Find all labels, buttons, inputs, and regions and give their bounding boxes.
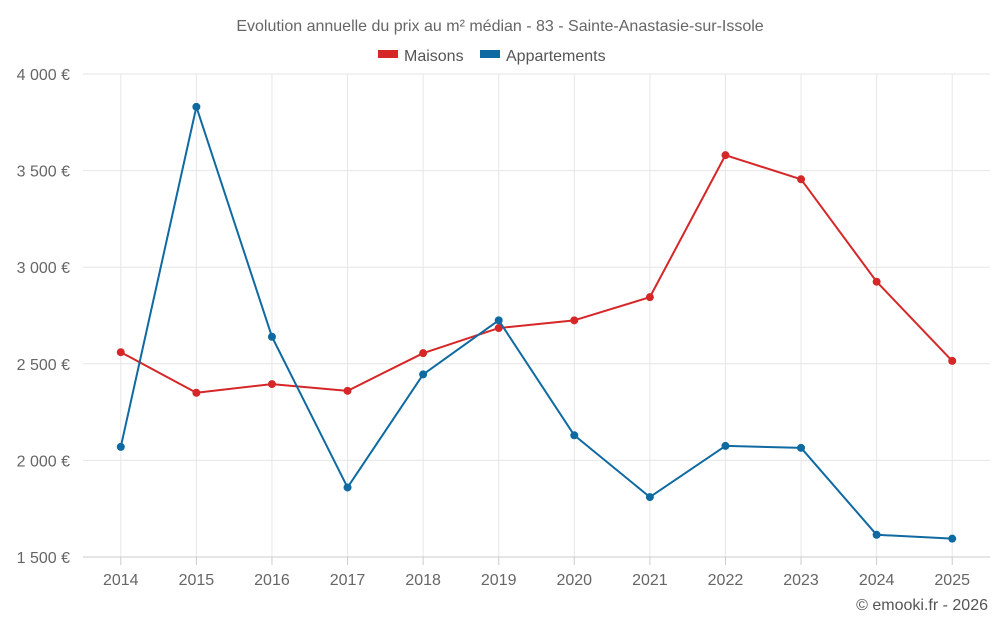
data-point-maisons[interactable] (721, 151, 730, 160)
data-point-maisons[interactable] (494, 324, 503, 333)
series-line-maisons (120, 154, 953, 394)
data-point-appartements[interactable] (872, 530, 881, 539)
x-tick-label: 2018 (405, 572, 441, 589)
data-point-maisons[interactable] (192, 388, 201, 397)
y-tick-label: 4 000 € (17, 67, 70, 84)
data-point-appartements[interactable] (267, 332, 276, 341)
legend-item-appartements[interactable]: Appartements (480, 48, 606, 65)
data-point-appartements[interactable] (570, 431, 579, 440)
data-point-appartements[interactable] (797, 443, 806, 452)
x-axis: 2014 2015 2016 2017 2018 2019 2020 2021 2022 2023… (83, 556, 990, 589)
data-point-appartements[interactable] (948, 534, 957, 543)
x-tick-label: 2025 (934, 572, 970, 589)
series-maisons (116, 151, 957, 397)
y-axis: 1 500 € 2 000 € 2 500 € 3 000 € 3 500 € 4 000… (17, 67, 70, 567)
data-point-maisons[interactable] (948, 356, 957, 365)
data-point-maisons[interactable] (419, 349, 428, 358)
x-tick-label: 2014 (103, 572, 139, 589)
y-tick-label: 1 500 € (17, 550, 70, 567)
data-point-appartements[interactable] (419, 370, 428, 379)
legend-label-appartements: Appartements (506, 48, 606, 65)
data-point-maisons[interactable] (645, 293, 654, 302)
x-tick-label: 2022 (708, 572, 744, 589)
legend-swatch-maisons (378, 50, 398, 58)
x-tick-label: 2019 (481, 572, 517, 589)
data-point-appartements[interactable] (116, 442, 125, 451)
data-point-appartements[interactable] (343, 483, 352, 492)
data-point-maisons[interactable] (872, 277, 881, 286)
legend: Maisons Appartements (378, 48, 606, 65)
data-point-maisons[interactable] (570, 316, 579, 325)
data-point-maisons[interactable] (116, 348, 125, 357)
y-tick-label: 2 500 € (17, 357, 70, 374)
series-appartements (116, 102, 957, 543)
y-tick-label: 3 500 € (17, 164, 70, 181)
x-tick-label: 2024 (859, 572, 895, 589)
chart-title: Evolution annuelle du prix au m² médian … (236, 18, 763, 35)
x-tick-label: 2020 (556, 572, 592, 589)
data-point-maisons[interactable] (267, 380, 276, 389)
x-tick-label: 2021 (632, 572, 668, 589)
series (116, 102, 957, 543)
x-tick-label: 2023 (783, 572, 819, 589)
x-tick-label: 2015 (179, 572, 215, 589)
legend-item-maisons[interactable]: Maisons (378, 48, 464, 65)
data-point-appartements[interactable] (192, 102, 201, 111)
data-point-appartements[interactable] (721, 441, 730, 450)
data-point-appartements[interactable] (494, 316, 503, 325)
x-tick-label: 2017 (330, 572, 366, 589)
y-tick-label: 2 000 € (17, 453, 70, 470)
legend-swatch-appartements (480, 50, 500, 58)
series-line-appartements (119, 105, 953, 540)
y-tick-label: 3 000 € (17, 260, 70, 277)
legend-label-maisons: Maisons (404, 48, 464, 65)
data-point-maisons[interactable] (343, 386, 352, 395)
credit: © emooki.fr - 2026 (856, 597, 988, 614)
data-point-maisons[interactable] (797, 175, 806, 184)
grid (83, 73, 990, 558)
x-tick-label: 2016 (254, 572, 290, 589)
data-point-appartements[interactable] (645, 493, 654, 502)
